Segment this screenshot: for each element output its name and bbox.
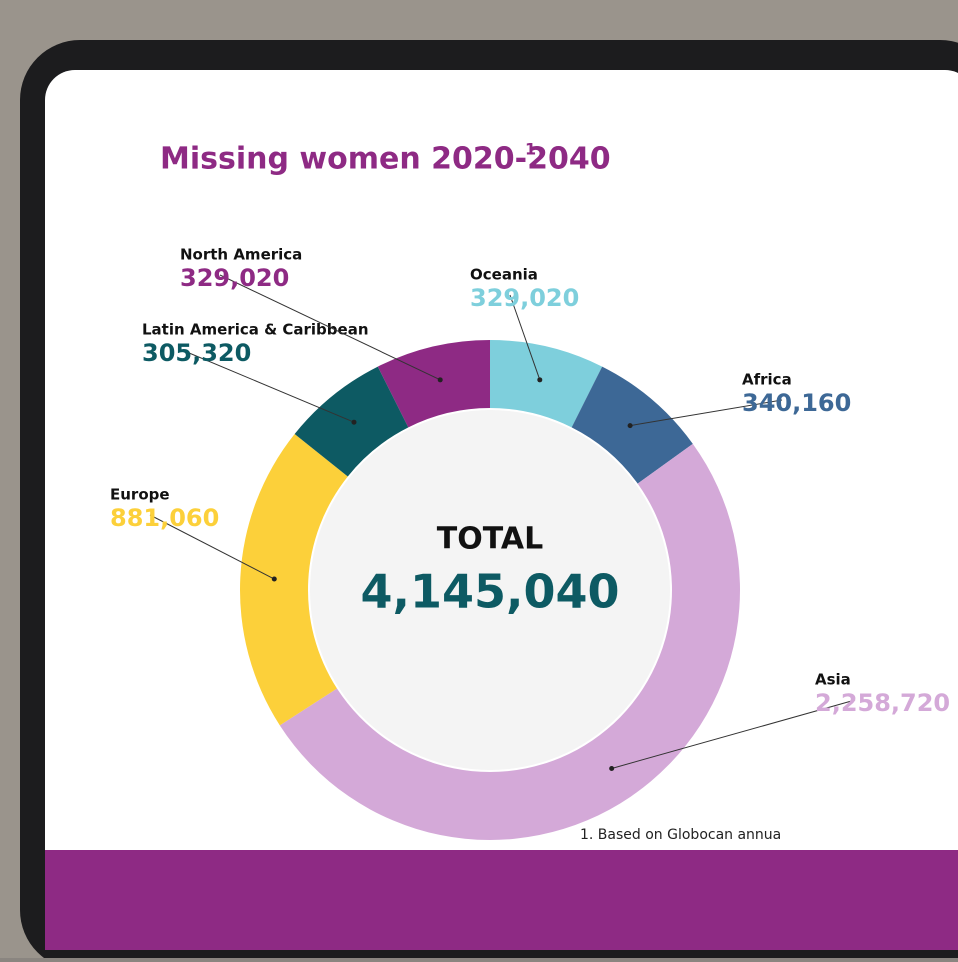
leader-line	[611, 699, 856, 769]
donut-center	[310, 410, 670, 770]
category-label: Africa	[742, 371, 792, 389]
leader-dot	[627, 423, 633, 429]
category-label: Oceania	[470, 266, 538, 284]
leader-line	[630, 399, 783, 427]
category-label: Europe	[110, 486, 170, 504]
value-label: 881,060	[110, 504, 219, 532]
title-note: 1	[525, 140, 536, 159]
chart-title: Missing women 2020-2040	[160, 142, 611, 177]
leader-line	[181, 349, 355, 423]
category-label: Asia	[815, 671, 851, 689]
leader-line	[149, 514, 275, 580]
donut-segment	[279, 443, 740, 840]
value-label: 2,258,720	[815, 689, 950, 717]
donut-segment	[490, 340, 603, 428]
leader-dot	[437, 377, 443, 383]
footnote: 1. Based on Globocan annua	[580, 827, 781, 843]
value-label: 329,020	[180, 264, 289, 292]
donut-segment	[239, 434, 348, 726]
leader-dot	[271, 576, 277, 582]
value-label: 329,020	[470, 284, 579, 312]
leader-line	[509, 294, 541, 380]
value-label: 305,320	[142, 339, 251, 367]
total-value: 4,145,040	[361, 565, 620, 619]
leader-dot	[351, 419, 357, 425]
leader-line	[219, 274, 441, 381]
category-label: North America	[180, 246, 302, 264]
donut-segment	[377, 340, 490, 428]
leader-dot	[609, 765, 615, 771]
center-title: TOTAL	[437, 522, 543, 557]
category-label: Latin America & Caribbean	[142, 321, 369, 339]
leader-dot	[537, 377, 543, 383]
value-label: 340,160	[742, 389, 851, 417]
